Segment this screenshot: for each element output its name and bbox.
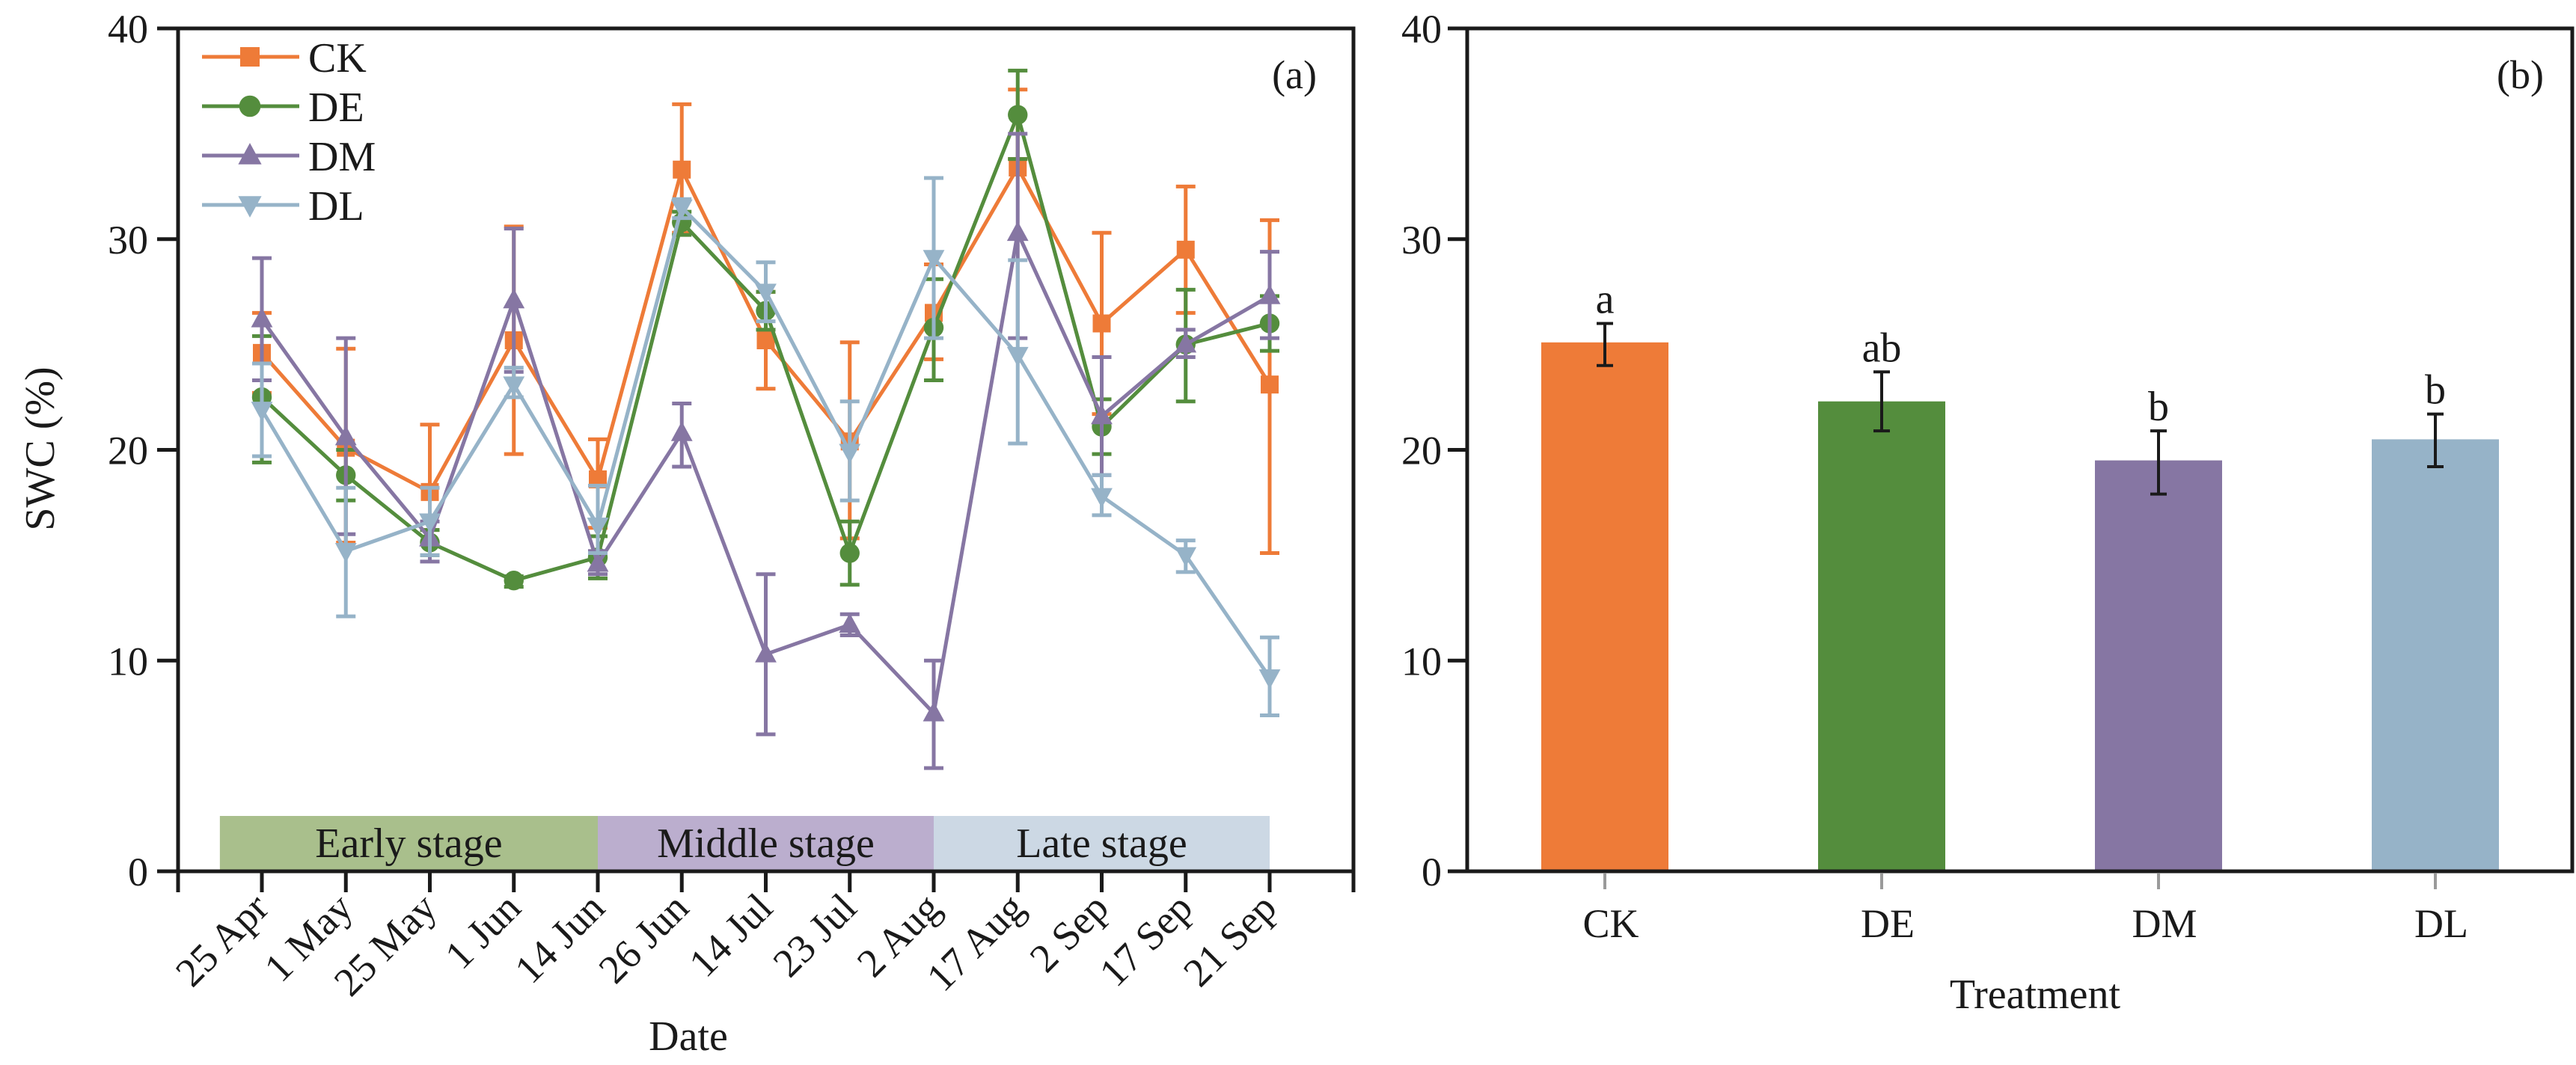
legend-item-dm: DM — [202, 134, 376, 180]
x-tick-label: CK — [1582, 901, 1639, 946]
x-tick-label: 14 Jul — [680, 885, 781, 986]
series-dl — [251, 176, 1281, 718]
data-point-dl — [839, 444, 861, 464]
y-tick-label: 30 — [1401, 218, 1442, 263]
y-tick-label: 10 — [1401, 639, 1442, 684]
data-point-dm — [334, 425, 357, 446]
data-point-de — [1008, 105, 1028, 125]
data-point-dm — [839, 613, 861, 633]
panel-b-label: (b) — [2497, 52, 2544, 97]
stage-band-2 — [934, 816, 1270, 871]
significance-label: b — [2425, 367, 2446, 414]
series-dm — [251, 132, 1281, 770]
bar-ck — [1541, 342, 1668, 871]
data-point-dl — [419, 513, 441, 533]
data-point-de — [504, 570, 524, 591]
panel-a-label: (a) — [1272, 52, 1317, 97]
x-tick-label: 21 Sep — [1175, 885, 1285, 995]
data-point-dl — [251, 402, 273, 422]
data-point-ck — [1261, 375, 1279, 394]
y-tick-label: 0 — [1422, 850, 1442, 894]
x-tick-label: DM — [2132, 901, 2197, 946]
legend-marker-icon — [239, 95, 261, 117]
data-point-dm — [670, 421, 693, 441]
stage-band-1 — [598, 816, 934, 871]
significance-label: a — [1596, 276, 1615, 322]
data-point-dm — [1175, 333, 1197, 353]
data-point-dl — [334, 542, 357, 563]
legend-item-dl: DL — [202, 183, 364, 230]
x-tick-label: DL — [2414, 901, 2468, 946]
data-point-dm — [587, 552, 609, 572]
legend-marker-icon — [240, 47, 260, 67]
data-point-ck — [756, 331, 775, 349]
x-tick-label: 17 Sep — [1091, 885, 1201, 995]
data-point-dl — [503, 376, 525, 396]
y-tick-label: 20 — [1401, 429, 1442, 473]
panel-a-line-chart: Early stage Middle stage Late stage 0 10 20 3… — [17, 7, 1356, 1060]
y-tick-label: 40 — [108, 7, 148, 52]
data-point-de — [839, 543, 860, 563]
bar-dl — [2372, 439, 2499, 871]
x-tick-label: DE — [1861, 901, 1915, 946]
significance-label: b — [2148, 384, 2169, 430]
x-tick-label: 23 Jul — [765, 885, 866, 986]
data-point-dm — [1091, 404, 1113, 425]
data-point-dm — [1258, 284, 1281, 304]
stage-band-0 — [219, 816, 598, 871]
panel-a-y-axis-title: SWC (%) — [17, 366, 64, 530]
panel-b-x-axis-title: Treatment — [1950, 972, 2121, 1018]
y-tick-label: 10 — [108, 639, 148, 684]
data-point-dl — [1258, 669, 1281, 690]
data-point-dl — [670, 199, 693, 220]
bar-dm — [2095, 460, 2222, 871]
panel-a-x-axis-title: Date — [649, 1013, 728, 1060]
data-point-ck — [1092, 314, 1111, 333]
y-tick-label: 40 — [1401, 7, 1442, 52]
data-point-dm — [251, 307, 273, 328]
stage-label: Early stage — [315, 820, 502, 867]
data-point-dl — [1175, 547, 1197, 567]
data-point-dm — [503, 288, 525, 309]
x-tick-label: 25 Apr — [167, 885, 277, 995]
y-tick-label: 30 — [108, 218, 148, 263]
panel-a-series — [251, 68, 1281, 770]
y-tick-label: 20 — [108, 429, 148, 473]
data-point-dl — [923, 250, 945, 270]
significance-label: ab — [1862, 325, 1902, 371]
stage-label: Late stage — [1016, 820, 1187, 867]
legend-label: CK — [308, 35, 367, 82]
x-tick-label: 26 Jun — [590, 885, 697, 992]
panel-b-bar-chart: a ab b b 0 10 20 30 40 CK DE DM DL (b) Treatment — [1401, 7, 2575, 1018]
panel-b-axes: 0 10 20 30 40 CK DE DM DL — [1401, 7, 2575, 946]
bar-de — [1818, 401, 1945, 871]
data-point-dl — [587, 518, 609, 538]
data-point-dl — [1006, 346, 1029, 367]
panel-b-bars: a ab b b — [1541, 276, 2499, 871]
data-point-dm — [1006, 221, 1029, 242]
legend-marker-icon — [238, 196, 262, 218]
legend-label: DM — [308, 134, 376, 180]
legend-item-ck: CK — [202, 35, 367, 82]
y-tick-label: 0 — [128, 850, 148, 894]
legend-label: DE — [308, 85, 364, 131]
legend-marker-icon — [238, 143, 262, 165]
data-point-dl — [755, 283, 777, 304]
x-tick-label: 14 Jun — [506, 885, 613, 992]
legend-label: DL — [308, 183, 364, 230]
data-point-ck — [673, 160, 691, 179]
x-tick-label: 17 Aug — [918, 885, 1033, 1000]
data-point-dl — [1091, 488, 1113, 509]
data-point-ck — [1176, 240, 1195, 259]
panel-a-frame — [178, 26, 1356, 871]
stage-bands: Early stage Middle stage Late stage — [219, 816, 1270, 871]
legend-item-de: DE — [202, 85, 364, 131]
stage-label: Middle stage — [657, 820, 875, 867]
data-point-dm — [923, 702, 945, 722]
data-point-dm — [755, 642, 777, 663]
